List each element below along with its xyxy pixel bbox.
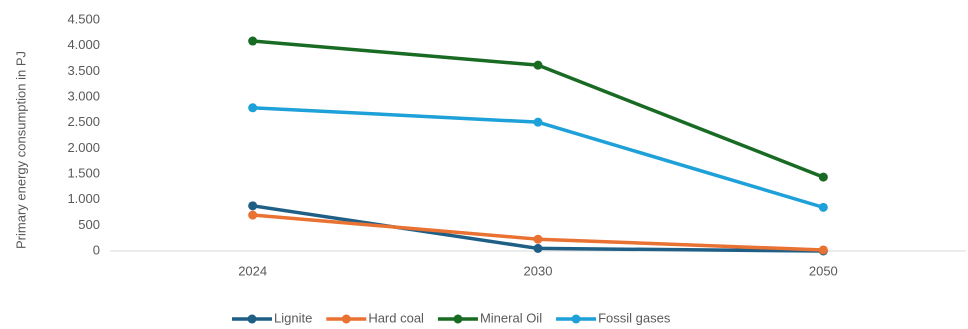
legend-label: Mineral Oil	[480, 310, 542, 325]
y-tick-label: 2.500	[67, 114, 100, 129]
data-point	[533, 234, 543, 244]
legend-label: Lignite	[274, 310, 312, 325]
y-tick-label: 0	[93, 242, 100, 257]
legend-marker	[247, 314, 257, 324]
y-tick-label: 1.000	[67, 191, 100, 206]
x-tick-label: 2030	[524, 263, 553, 278]
data-point	[533, 117, 543, 127]
data-point	[248, 36, 258, 46]
data-point	[248, 103, 258, 113]
y-tick-label: 3.500	[67, 63, 100, 78]
data-point	[818, 172, 828, 182]
data-point	[533, 243, 543, 253]
legend-marker	[453, 314, 463, 324]
x-tick-label: 2050	[809, 263, 838, 278]
legend-label: Fossil gases	[598, 310, 671, 325]
legend-label: Hard coal	[368, 310, 424, 325]
legend-marker	[341, 314, 351, 324]
data-point	[818, 202, 828, 212]
y-tick-label: 4.000	[67, 37, 100, 52]
y-tick-label: 3.000	[67, 88, 100, 103]
y-tick-label: 500	[78, 217, 100, 232]
data-point	[818, 245, 828, 255]
data-point	[533, 60, 543, 70]
data-point	[248, 201, 258, 211]
data-point	[248, 210, 258, 220]
legend-marker	[571, 314, 581, 324]
x-tick-label: 2024	[238, 263, 267, 278]
y-tick-label: 2.000	[67, 140, 100, 155]
y-tick-label: 4.500	[67, 11, 100, 26]
y-axis-label: Primary energy consumption in PJ	[13, 51, 28, 249]
y-tick-label: 1.500	[67, 165, 100, 180]
